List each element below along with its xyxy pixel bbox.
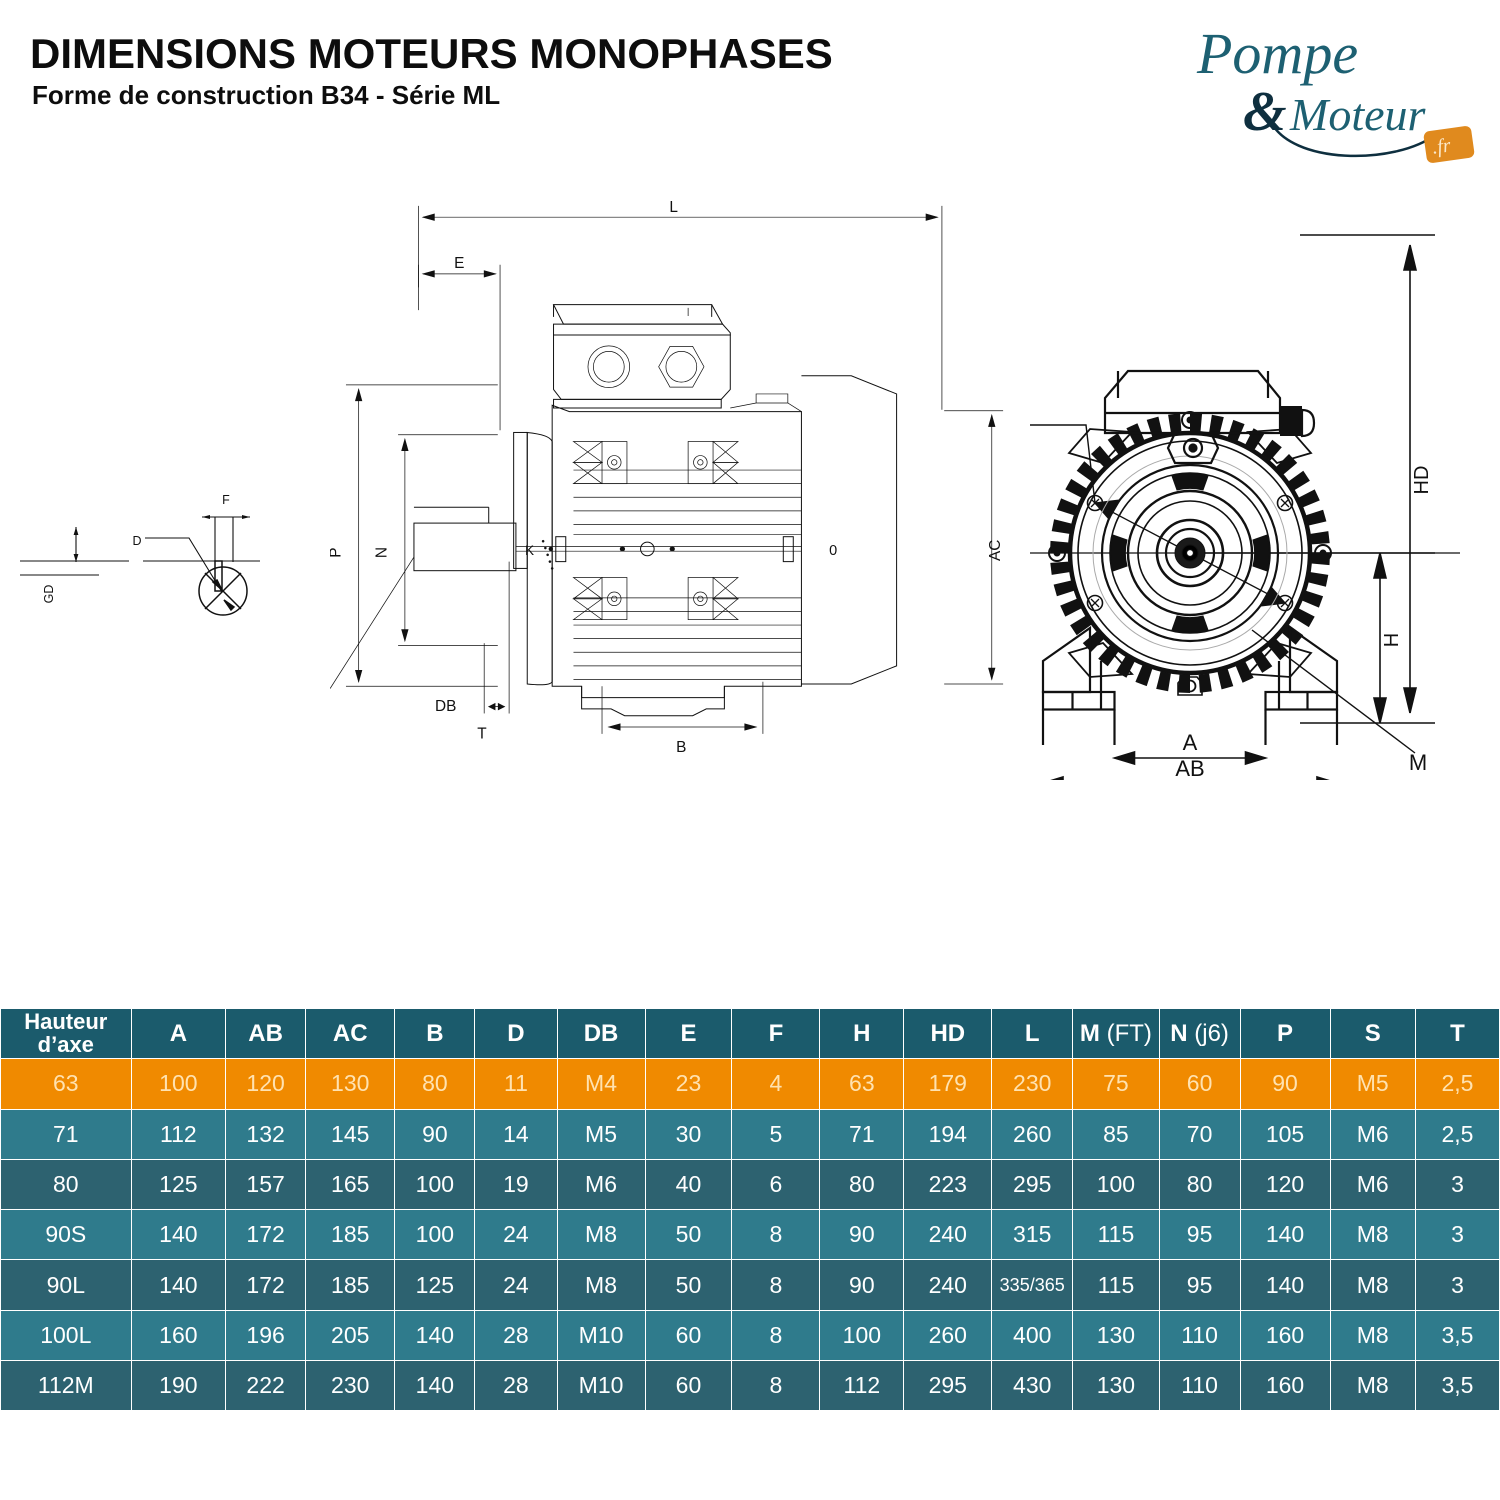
svg-text:0: 0 [829,543,837,559]
svg-text:.fr: .fr [1431,134,1452,158]
svg-text:M: M [1409,750,1427,775]
svg-text:AC: AC [987,540,1004,561]
svg-text:P: P [330,547,345,557]
svg-text:F: F [222,493,230,507]
svg-text:GD: GD [42,585,56,604]
svg-text:DB: DB [435,698,456,715]
svg-text:T: T [477,725,487,742]
svg-text:H: H [1381,633,1403,647]
svg-text:B: B [676,739,686,756]
svg-text:L: L [669,199,678,216]
svg-text:AB: AB [1175,756,1204,780]
svg-text:D: D [132,534,141,548]
svg-text:N: N [373,547,390,558]
svg-text:Moteur: Moteur [1289,89,1427,140]
svg-text:E: E [454,255,464,272]
svg-text:K: K [525,543,534,558]
svg-text:Pompe: Pompe [1196,21,1358,86]
svg-text:A: A [1183,730,1198,755]
svg-text:HD: HD [1411,466,1433,495]
